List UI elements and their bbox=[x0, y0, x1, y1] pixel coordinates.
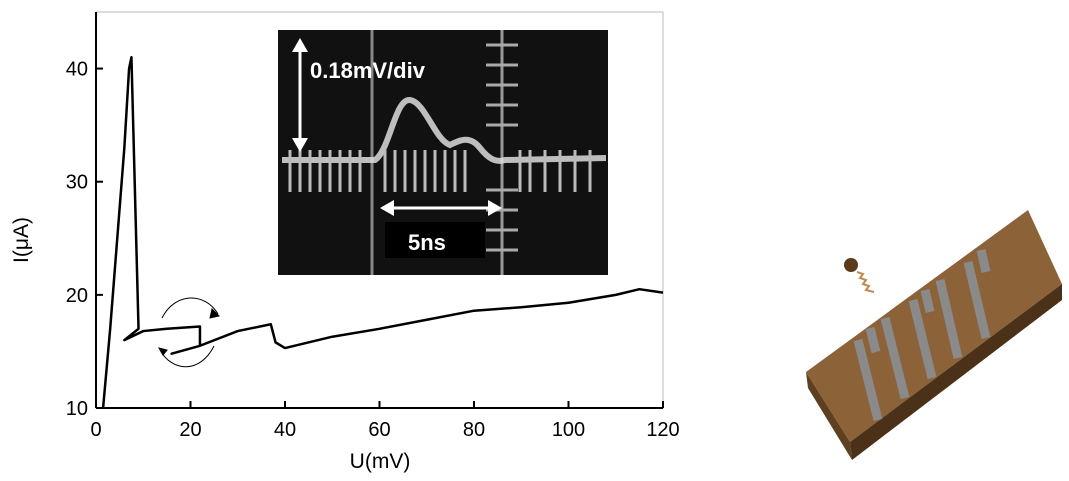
y-tick-label: 40 bbox=[66, 59, 88, 81]
x-axis-label: U(mV) bbox=[350, 450, 411, 473]
y-tick-label: 20 bbox=[66, 285, 88, 307]
x-tick-label: 120 bbox=[646, 419, 679, 441]
inset-trace bbox=[282, 97, 607, 164]
detector-side bbox=[850, 284, 1062, 460]
iv-curve bbox=[101, 56, 664, 409]
photon-path bbox=[856, 271, 875, 293]
detector-side bbox=[806, 372, 852, 460]
inset-arrowheads bbox=[380, 200, 502, 216]
x-tick-label: 20 bbox=[179, 419, 201, 441]
inset-comb bbox=[288, 150, 592, 192]
x-tick-label: 0 bbox=[90, 419, 101, 441]
inset-oscillogram: 0.18mV/div 5ns bbox=[278, 30, 608, 275]
hysteresis-arrows bbox=[157, 297, 220, 368]
inset-scale bbox=[486, 43, 518, 252]
meander-detector bbox=[806, 210, 1062, 460]
y-tick-label: 10 bbox=[66, 398, 88, 420]
inset-time-label: 5ns bbox=[408, 230, 446, 255]
meander-slots bbox=[853, 249, 991, 422]
inset-arrowheads bbox=[292, 38, 308, 152]
x-tick-label: 100 bbox=[552, 419, 585, 441]
x-tick-label: 40 bbox=[274, 419, 296, 441]
photon bbox=[844, 258, 858, 272]
inset-scale-label: 0.18mV/div bbox=[310, 58, 426, 83]
x-tick-label: 60 bbox=[368, 419, 390, 441]
x-tick-label: 80 bbox=[463, 419, 485, 441]
y-tick-label: 30 bbox=[66, 172, 88, 194]
inset-label-box bbox=[385, 222, 485, 258]
y-axis-label: I(μA) bbox=[10, 217, 33, 263]
